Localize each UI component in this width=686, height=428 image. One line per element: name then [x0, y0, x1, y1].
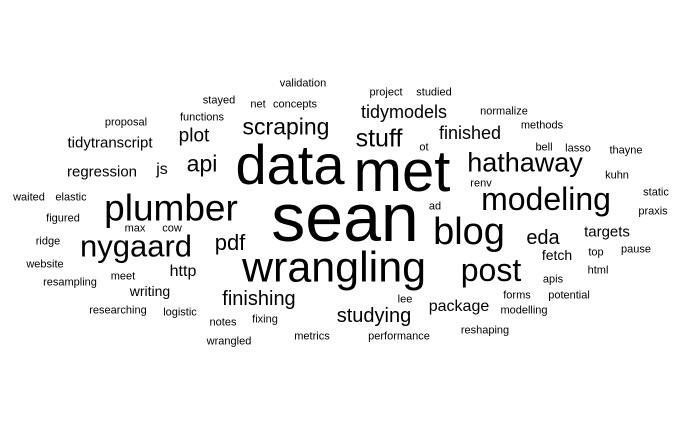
word-methods: methods: [520, 119, 564, 132]
word-concepts: concepts: [272, 98, 318, 111]
word-stayed: stayed: [202, 94, 236, 107]
word-studying: studying: [336, 305, 412, 327]
word-performance: performance: [368, 330, 430, 343]
word-js: js: [156, 161, 168, 178]
word-researching: researching: [89, 304, 147, 317]
word-eda: eda: [526, 227, 560, 249]
word-modeling: modeling: [481, 181, 611, 217]
word-logistic: logistic: [163, 306, 197, 319]
word-writing: writing: [129, 283, 171, 299]
word-bell: bell: [535, 141, 553, 154]
word-wrangled: wrangled: [206, 335, 252, 348]
word-validation: validation: [279, 77, 327, 90]
word-http: http: [169, 263, 197, 280]
word-tidytranscript: tidytranscript: [67, 134, 153, 152]
word-hathaway: hathaway: [467, 147, 583, 178]
word-pdf: pdf: [214, 230, 246, 255]
word-thayne: thayne: [609, 144, 643, 157]
word-plot: plot: [178, 125, 210, 147]
word-fetch: fetch: [541, 247, 573, 263]
word-html: html: [587, 264, 609, 277]
word-ridge: ridge: [35, 235, 61, 248]
word-website: website: [26, 258, 64, 271]
word-stuff: stuff: [355, 124, 403, 153]
word-package: package: [428, 298, 490, 315]
word-targets: targets: [584, 223, 630, 241]
word-normalize: normalize: [480, 105, 528, 118]
word-cow: cow: [162, 222, 182, 235]
word-ot: ot: [419, 141, 429, 154]
word-pause: pause: [621, 243, 651, 256]
word-finished: finished: [438, 123, 502, 143]
word-data: data: [235, 133, 345, 196]
word-met: met: [353, 139, 451, 204]
word-nygaard: nygaard: [79, 228, 193, 264]
word-metrics: metrics: [294, 330, 330, 343]
word-post: post: [460, 252, 522, 288]
word-waited: waited: [13, 191, 45, 204]
word-resampling: resampling: [43, 276, 97, 289]
word-proposal: proposal: [104, 116, 148, 129]
word-scraping: scraping: [242, 113, 330, 140]
word-modelling: modelling: [500, 304, 548, 317]
word-wrangling: wrangling: [241, 243, 427, 292]
word-plumber: plumber: [104, 187, 238, 229]
word-reshaping: reshaping: [460, 324, 510, 337]
word-kuhn: kuhn: [605, 169, 629, 182]
word-sean: sean: [271, 180, 419, 256]
word-net: net: [250, 98, 266, 111]
word-apis: apis: [542, 273, 564, 286]
word-tidymodels: tidymodels: [360, 102, 448, 122]
word-lasso: lasso: [565, 142, 591, 155]
word-blog: blog: [433, 211, 505, 253]
word-project: project: [369, 86, 403, 99]
word-potential: potential: [548, 289, 590, 302]
word-static: static: [643, 186, 669, 199]
word-ad: ad: [428, 200, 442, 213]
word-fixing: fixing: [252, 313, 278, 326]
word-elastic: elastic: [55, 191, 87, 204]
word-praxis: praxis: [638, 205, 668, 218]
word-figured: figured: [46, 212, 80, 225]
word-functions: functions: [179, 111, 225, 124]
word-top: top: [588, 246, 604, 259]
word-api: api: [186, 150, 218, 177]
word-finishing: finishing: [222, 288, 296, 310]
word-regression: regression: [66, 163, 138, 181]
word-forms: forms: [503, 289, 531, 302]
word-max: max: [124, 222, 146, 235]
word-notes: notes: [209, 316, 237, 329]
word-lee: lee: [397, 293, 413, 306]
word-renv: renv: [470, 177, 492, 190]
word-studied: studied: [416, 86, 452, 99]
word-meet: meet: [110, 270, 136, 283]
